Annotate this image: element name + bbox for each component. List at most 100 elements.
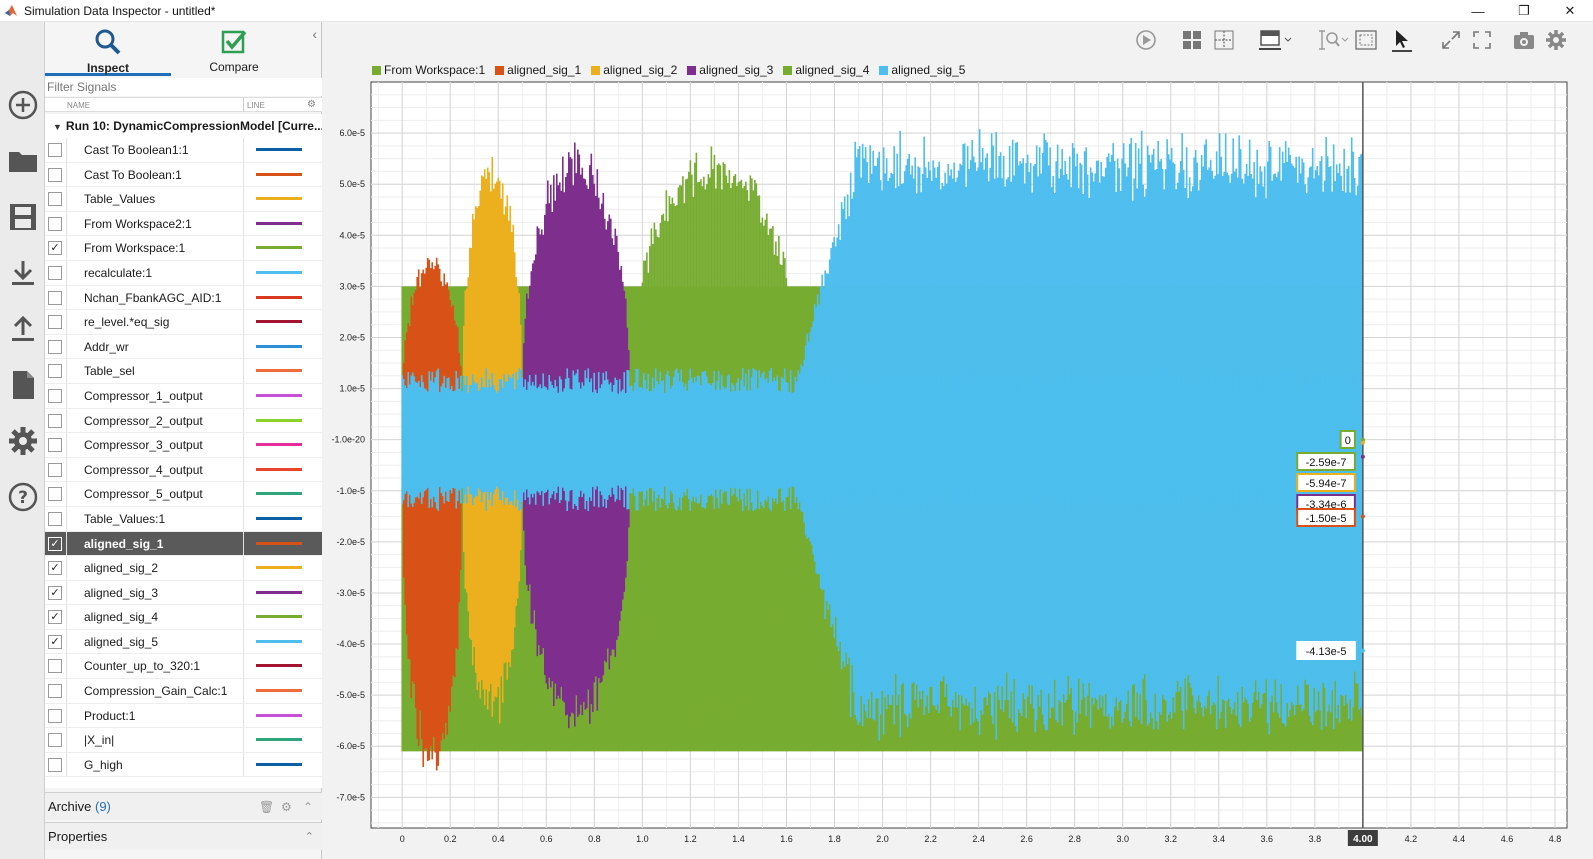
signal-checkbox[interactable] (48, 339, 62, 354)
signal-row[interactable]: Table_Values (45, 187, 322, 212)
signal-checkbox[interactable]: ✓ (48, 610, 62, 625)
filter-signals-input[interactable] (45, 78, 322, 96)
subplot-icon[interactable] (1212, 28, 1236, 52)
signal-row[interactable]: Compressor_1_output (45, 383, 322, 409)
run-group-header[interactable]: ▼ Run 10: DynamicCompressionModel [Curre.… (45, 114, 322, 138)
line-color-swatch[interactable] (256, 762, 302, 766)
signal-checkbox[interactable] (48, 438, 62, 453)
zoom-icon[interactable] (1316, 28, 1350, 52)
signal-checkbox[interactable] (48, 388, 62, 403)
save-icon[interactable] (6, 200, 39, 233)
layout-grid-icon[interactable] (1180, 28, 1204, 52)
signal-row[interactable]: ✓ aligned_sig_3 (45, 580, 322, 606)
format-icon[interactable] (1258, 28, 1294, 52)
export-icon[interactable] (6, 312, 39, 345)
line-color-swatch[interactable] (256, 664, 302, 668)
signal-row[interactable]: Cast To Boolean1:1 (45, 138, 322, 163)
expand-icon[interactable] (1470, 28, 1494, 52)
signal-row[interactable]: From Workspace2:1 (45, 211, 322, 237)
help-icon[interactable]: ? (6, 480, 39, 513)
column-settings-icon[interactable]: ⚙ (307, 99, 316, 110)
line-color-swatch[interactable] (256, 197, 302, 201)
line-color-swatch[interactable] (256, 221, 302, 225)
signal-row[interactable]: recalculate:1 (45, 260, 322, 286)
legend-item[interactable]: From Workspace:1 (372, 62, 485, 78)
signal-checkbox[interactable] (48, 413, 62, 428)
signal-row[interactable]: ✓ aligned_sig_2 (45, 556, 322, 581)
import-icon[interactable] (6, 256, 39, 289)
line-color-swatch[interactable] (256, 148, 302, 151)
line-color-swatch[interactable] (256, 590, 302, 594)
signal-row[interactable]: ✓ From Workspace:1 (45, 236, 322, 261)
line-color-swatch[interactable] (256, 344, 302, 348)
line-color-swatch[interactable] (256, 320, 302, 324)
open-folder-icon[interactable] (6, 144, 39, 177)
tab-inspect[interactable]: Inspect (45, 26, 171, 76)
signal-row[interactable]: Compressor_3_output (45, 433, 322, 458)
line-color-swatch[interactable] (256, 443, 302, 447)
restore-button[interactable]: ❐ (1518, 3, 1530, 18)
line-color-swatch[interactable] (256, 492, 302, 496)
signal-row[interactable]: G_high (45, 752, 322, 778)
signal-checkbox[interactable]: ✓ (48, 536, 62, 551)
trash-icon[interactable]: 🗑 (259, 800, 275, 814)
line-color-swatch[interactable] (256, 295, 302, 299)
signal-row[interactable]: Compressor_4_output (45, 457, 322, 483)
line-color-swatch[interactable] (256, 738, 302, 742)
line-color-swatch[interactable] (256, 246, 302, 250)
properties-section[interactable]: Properties ⌃ (45, 822, 322, 850)
archive-collapse-icon[interactable]: ⌃ (303, 800, 314, 814)
properties-expand-icon[interactable]: ⌃ (304, 831, 314, 843)
signal-checkbox[interactable] (48, 462, 62, 477)
signal-row[interactable]: Compression_Gain_Calc:1 (45, 679, 322, 704)
signal-plot[interactable]: 6.0e-5 5.0e-5 4.0e-5 3.0e-5 2.0e-5 1.0e-5 -1.0… (322, 22, 1593, 859)
signal-row[interactable]: Cast To Boolean:1 (45, 162, 322, 188)
signal-checkbox[interactable] (48, 167, 62, 182)
line-color-swatch[interactable] (256, 270, 302, 274)
legend-item[interactable]: aligned_sig_3 (687, 62, 773, 78)
line-color-swatch[interactable] (256, 418, 302, 422)
line-color-swatch[interactable] (256, 172, 302, 176)
archive-settings-icon[interactable]: ⚙ (281, 800, 292, 814)
signal-checkbox[interactable]: ✓ (48, 634, 62, 649)
fullscreen-icon[interactable] (1439, 28, 1463, 52)
line-color-swatch[interactable] (256, 541, 302, 545)
preferences-gear-icon[interactable] (6, 424, 39, 457)
line-color-swatch[interactable] (256, 369, 302, 373)
line-color-swatch[interactable] (256, 516, 302, 520)
signal-row[interactable]: ✓ aligned_sig_1 (45, 531, 322, 557)
signal-row[interactable]: Addr_wr (45, 334, 322, 360)
signal-row[interactable]: |X_in| (45, 728, 322, 753)
signal-checkbox[interactable] (48, 511, 62, 526)
snapshot-icon[interactable] (1512, 28, 1536, 52)
signal-row[interactable]: Product:1 (45, 703, 322, 729)
play-icon[interactable] (1134, 28, 1158, 52)
legend-item[interactable]: aligned_sig_1 (495, 62, 581, 78)
signal-checkbox[interactable] (48, 216, 62, 231)
signal-checkbox[interactable] (48, 487, 62, 502)
signal-row[interactable]: Compressor_5_output (45, 482, 322, 507)
tab-compare[interactable]: Compare (171, 26, 297, 76)
signal-row[interactable]: Compressor_2_output (45, 408, 322, 434)
line-column-header[interactable]: LINE (247, 101, 265, 110)
signal-checkbox[interactable] (48, 684, 62, 699)
signal-checkbox[interactable] (48, 290, 62, 305)
archive-section[interactable]: Archive (9) 🗑 ⚙ ⌃ (45, 792, 322, 820)
signal-checkbox[interactable] (48, 192, 62, 207)
signal-row[interactable]: re_level.*eq_sig (45, 310, 322, 335)
signal-checkbox[interactable] (48, 757, 62, 772)
signal-checkbox[interactable] (48, 265, 62, 280)
line-color-swatch[interactable] (256, 566, 302, 570)
expand-triangle-icon[interactable]: ▼ (53, 122, 62, 132)
legend-item[interactable]: aligned_sig_2 (591, 62, 677, 78)
signal-checkbox[interactable]: ✓ (48, 561, 62, 576)
line-color-swatch[interactable] (256, 615, 302, 619)
line-color-swatch[interactable] (256, 713, 302, 717)
cursor-icon[interactable] (1390, 28, 1414, 52)
signal-checkbox[interactable]: ✓ (48, 241, 62, 256)
close-button[interactable]: ✕ (1564, 3, 1576, 18)
line-color-swatch[interactable] (256, 467, 302, 471)
line-color-swatch[interactable] (256, 393, 302, 397)
signal-checkbox[interactable] (48, 143, 62, 157)
signal-checkbox[interactable] (48, 708, 62, 723)
